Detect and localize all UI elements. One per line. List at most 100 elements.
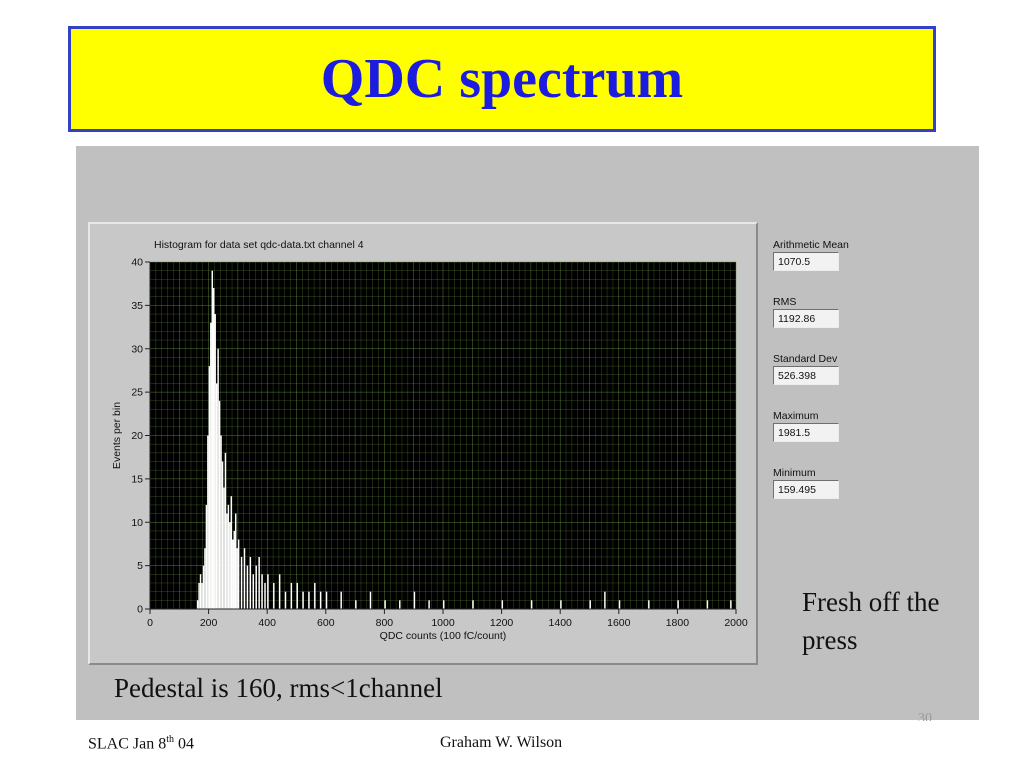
histogram-bar bbox=[706, 600, 709, 609]
histogram-bar bbox=[237, 539, 240, 609]
title-box: QDC spectrum bbox=[68, 26, 936, 132]
histogram-bar bbox=[215, 383, 218, 609]
histogram-bar bbox=[218, 400, 221, 609]
y-tick-label: 10 bbox=[131, 517, 143, 529]
histogram-bar bbox=[677, 600, 679, 609]
x-tick-label: 0 bbox=[147, 617, 153, 629]
histogram-bar bbox=[369, 591, 372, 609]
y-tick-label: 0 bbox=[137, 604, 143, 616]
histogram-bar bbox=[308, 591, 310, 609]
y-tick-label: 35 bbox=[131, 300, 143, 312]
stat-value-maximum: 1981.5 bbox=[773, 423, 839, 442]
histogram-bar bbox=[290, 582, 293, 609]
histogram-bar bbox=[226, 513, 228, 609]
histogram-bar bbox=[198, 582, 200, 609]
histogram-bar bbox=[240, 556, 243, 609]
y-tick-label: 30 bbox=[131, 343, 143, 355]
histogram-bar bbox=[207, 435, 209, 609]
x-tick-label: 1400 bbox=[549, 617, 573, 629]
histogram-bar bbox=[229, 522, 231, 609]
histogram-bar bbox=[302, 591, 304, 609]
histogram-bar bbox=[232, 539, 234, 609]
x-axis-label: QDC counts (100 fC/count) bbox=[380, 630, 507, 642]
x-tick-label: 800 bbox=[376, 617, 394, 629]
histogram-bar bbox=[249, 556, 252, 609]
histogram-bar bbox=[355, 600, 357, 609]
stat-label-stddev: Standard Dev bbox=[773, 353, 838, 365]
histogram-bar bbox=[319, 591, 322, 609]
stat-rms: RMS 1192.86 bbox=[773, 295, 883, 328]
histogram-bar bbox=[233, 530, 235, 609]
x-tick-label: 2000 bbox=[724, 617, 748, 629]
histogram-bar bbox=[210, 322, 212, 609]
histogram-bar bbox=[236, 548, 238, 609]
histogram-bar bbox=[604, 591, 606, 609]
histogram-bar bbox=[648, 600, 650, 609]
histogram-bar bbox=[258, 556, 260, 609]
histogram-bar bbox=[246, 565, 249, 609]
stat-mean: Arithmetic Mean 1070.5 bbox=[773, 238, 883, 271]
footer-date-sup: th bbox=[166, 734, 175, 745]
histogram-bar bbox=[399, 600, 401, 609]
histogram-bar bbox=[199, 574, 202, 609]
x-tick-label: 1000 bbox=[431, 617, 455, 629]
stat-stddev: Standard Dev 526.398 bbox=[773, 352, 883, 385]
fresh-note: Fresh off the press bbox=[802, 587, 940, 655]
histogram-bar bbox=[278, 574, 281, 609]
stat-value-mean: 1070.5 bbox=[773, 252, 839, 271]
statistics-panel: Arithmetic Mean 1070.5 RMS 1192.86 Stand… bbox=[773, 238, 883, 523]
histogram-bar bbox=[217, 348, 219, 609]
labview-screenshot: 0 5 10 15 20 25 30 35 40 0 200 400 600 800 1000 1200 140… bbox=[76, 146, 979, 720]
histogram-bar bbox=[234, 513, 237, 609]
histogram-bar bbox=[221, 461, 224, 609]
x-tick-label: 1200 bbox=[490, 617, 514, 629]
x-tick-label: 200 bbox=[200, 617, 218, 629]
histogram-bar bbox=[252, 574, 255, 609]
y-axis-label: Events per bin bbox=[111, 402, 123, 469]
histogram-bar bbox=[443, 600, 445, 609]
histogram-bar bbox=[296, 582, 298, 609]
histogram-bar bbox=[196, 600, 199, 609]
histogram-bar bbox=[202, 565, 205, 609]
stat-value-minimum: 159.495 bbox=[773, 480, 839, 499]
stat-value-rms: 1192.86 bbox=[773, 309, 839, 328]
histogram-bar bbox=[230, 496, 233, 609]
histogram-bar bbox=[223, 487, 225, 609]
histogram-bar bbox=[208, 366, 211, 609]
stat-label-rms: RMS bbox=[773, 296, 797, 308]
x-tick-label: 400 bbox=[258, 617, 276, 629]
histogram-bar bbox=[413, 591, 416, 609]
x-tick-label: 600 bbox=[317, 617, 335, 629]
histogram-bar bbox=[314, 582, 316, 609]
pedestal-caption: Pedestal is 160, rms<1channel bbox=[114, 673, 443, 703]
histogram-bar bbox=[340, 591, 342, 609]
histogram-bar bbox=[204, 548, 206, 609]
stat-value-stddev: 526.398 bbox=[773, 366, 839, 385]
y-tick-label: 5 bbox=[137, 560, 143, 572]
stat-label-maximum: Maximum bbox=[773, 410, 819, 422]
stat-label-mean: Arithmetic Mean bbox=[773, 239, 849, 251]
footer-date-prefix: SLAC Jan 8 bbox=[88, 735, 167, 753]
footer-author: Graham W. Wilson bbox=[440, 734, 563, 751]
histogram-bar bbox=[220, 435, 222, 609]
histogram-bar bbox=[214, 314, 216, 609]
histogram-bar bbox=[243, 548, 246, 609]
histogram-bar bbox=[730, 600, 732, 609]
histogram-bar bbox=[261, 574, 263, 609]
x-tick-label: 1600 bbox=[607, 617, 631, 629]
slide-number: 30 bbox=[918, 711, 932, 721]
histogram-bar bbox=[211, 270, 213, 609]
histogram-bar bbox=[501, 600, 504, 609]
histogram-bar bbox=[428, 600, 430, 609]
histogram-bar bbox=[589, 600, 591, 609]
histogram-bar bbox=[560, 600, 562, 609]
y-tick-label: 40 bbox=[131, 257, 143, 269]
histogram-bar bbox=[267, 574, 269, 609]
chart-title: Histogram for data set qdc-data.txt chan… bbox=[154, 239, 364, 251]
histogram-bar bbox=[384, 600, 386, 609]
histogram-bar bbox=[227, 504, 230, 609]
y-tick-label: 15 bbox=[131, 473, 143, 485]
x-tick-label: 1800 bbox=[666, 617, 690, 629]
histogram-bar bbox=[255, 565, 257, 609]
